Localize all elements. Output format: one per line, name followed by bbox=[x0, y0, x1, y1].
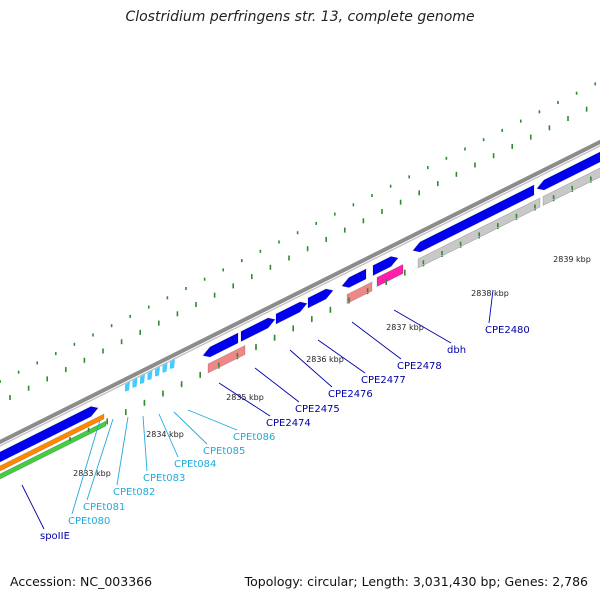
rrna-feature-pink-2[interactable] bbox=[346, 281, 373, 304]
gene-feature-CPE2480[interactable] bbox=[412, 184, 535, 253]
gene-label-spoIIE[interactable]: spoIIE bbox=[40, 531, 70, 542]
gene-label-CPEt083[interactable]: CPEt083 bbox=[143, 473, 185, 484]
kbp-tick-label: 2834 kbp bbox=[146, 430, 184, 439]
kbp-tick-label: 2836 kbp bbox=[306, 355, 344, 364]
label-leader-line bbox=[71, 419, 101, 515]
orange-feature[interactable] bbox=[0, 413, 105, 474]
gene-label-CPE2480[interactable]: CPE2480 bbox=[485, 325, 530, 336]
gene-feature-CPE2476[interactable] bbox=[275, 301, 308, 325]
gene-label-CPEt085[interactable]: CPEt085 bbox=[203, 446, 245, 457]
kbp-tick-label: 2835 kbp bbox=[226, 393, 264, 402]
gene-label-CPE2476[interactable]: CPE2476 bbox=[328, 389, 373, 400]
gene-label-CPEt080[interactable]: CPEt080 bbox=[68, 516, 110, 527]
gene-label-dbh[interactable]: dbh bbox=[447, 345, 466, 356]
gene-label-CPEt081[interactable]: CPEt081 bbox=[83, 502, 125, 513]
genome-backbone bbox=[0, 139, 600, 445]
trna-feature[interactable] bbox=[162, 362, 168, 373]
genome-backbone-shadow bbox=[0, 145, 600, 447]
gene-feature-CPE2477[interactable] bbox=[307, 288, 334, 309]
gene-label-CPE2477[interactable]: CPE2477 bbox=[361, 375, 406, 386]
trna-feature[interactable] bbox=[170, 359, 175, 369]
label-leader-line bbox=[289, 349, 333, 388]
magenta-feature[interactable] bbox=[376, 264, 404, 287]
gene-label-CPEt084[interactable]: CPEt084 bbox=[174, 459, 216, 470]
label-leader-line bbox=[142, 415, 148, 472]
gene-label-CPEt086[interactable]: CPEt086 bbox=[233, 432, 275, 443]
gene-label-CPEt082[interactable]: CPEt082 bbox=[113, 487, 155, 498]
map-title: Clostridium perfringens str. 13, complet… bbox=[125, 9, 475, 25]
label-leader-line bbox=[393, 309, 452, 344]
genome-summary-text: Topology: circular; Length: 3,031,430 bp… bbox=[244, 574, 588, 589]
trna-feature[interactable] bbox=[132, 377, 138, 388]
rrna-feature-pink[interactable] bbox=[207, 345, 246, 374]
gene-feature-dbh[interactable] bbox=[372, 256, 399, 276]
trna-feature[interactable] bbox=[147, 370, 153, 381]
gene-label-CPE2475[interactable]: CPE2475 bbox=[295, 404, 340, 415]
gene-feature-CPE2475[interactable] bbox=[240, 317, 276, 342]
gene-feature-CPE2474[interactable] bbox=[202, 332, 239, 358]
gene-label-CPE2478[interactable]: CPE2478 bbox=[397, 361, 442, 372]
gene-feature-next[interactable] bbox=[536, 150, 600, 191]
trna-feature[interactable] bbox=[125, 381, 130, 392]
kbp-tick-label: 2837 kbp bbox=[386, 323, 424, 332]
gene-feature-spoIIE[interactable] bbox=[0, 406, 99, 465]
label-leader-line bbox=[86, 418, 114, 501]
label-leader-line bbox=[116, 416, 129, 486]
label-leader-line bbox=[317, 339, 366, 374]
kbp-tick-label: 2838 kbp bbox=[471, 289, 509, 298]
label-leader-line bbox=[218, 382, 271, 417]
gene-label-CPE2474[interactable]: CPE2474 bbox=[266, 418, 311, 429]
trna-feature[interactable] bbox=[140, 374, 145, 384]
kbp-tick-label: 2833 kbp bbox=[73, 469, 111, 478]
label-leader-line bbox=[173, 411, 208, 445]
kbp-tick-label: 2839 kbp bbox=[553, 255, 591, 264]
label-leader-line bbox=[187, 409, 238, 431]
label-leader-line bbox=[351, 321, 402, 360]
label-leader-line bbox=[158, 413, 179, 458]
green-feature[interactable] bbox=[0, 420, 107, 482]
label-leader-line bbox=[488, 289, 494, 324]
label-leader-line bbox=[21, 484, 45, 530]
gene-feature-CPE2478[interactable] bbox=[341, 268, 367, 288]
trna-feature[interactable] bbox=[155, 366, 160, 377]
label-leader-line bbox=[254, 367, 300, 403]
accession-text: Accession: NC_003366 bbox=[10, 574, 153, 589]
